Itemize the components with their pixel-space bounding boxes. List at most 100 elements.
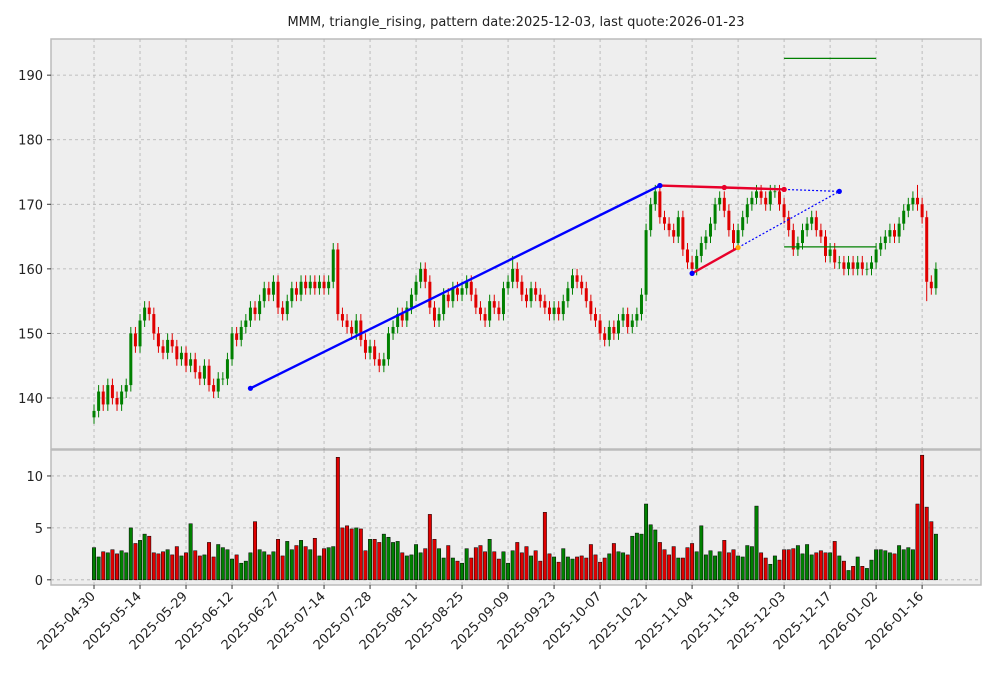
candle-body xyxy=(400,314,404,321)
candle-body xyxy=(796,243,800,250)
volume-bar xyxy=(92,547,96,581)
volume-bar xyxy=(266,554,271,581)
candle-body xyxy=(750,197,754,205)
candle-body xyxy=(437,314,441,321)
candle-body xyxy=(239,326,243,340)
candle-body xyxy=(419,268,423,282)
candle-body xyxy=(672,230,676,237)
volume-bar xyxy=(533,550,538,581)
volume-bar xyxy=(165,549,170,581)
candle-body xyxy=(529,288,533,302)
candle-body xyxy=(883,236,887,244)
volume-bar xyxy=(699,525,704,581)
volume-bar xyxy=(220,547,225,581)
volume-bar xyxy=(538,560,543,581)
volume-bar xyxy=(708,550,713,581)
volume-bar xyxy=(782,549,787,581)
candle-body xyxy=(920,204,924,218)
volume-bar xyxy=(506,562,511,581)
candle-body xyxy=(308,281,312,289)
volume-bar xyxy=(809,554,814,581)
volume-bar xyxy=(225,549,230,581)
volume-bar xyxy=(616,551,621,581)
volume-bar xyxy=(317,555,322,581)
candle-body xyxy=(345,320,349,327)
volume-bar xyxy=(671,546,676,581)
candle-body xyxy=(101,391,105,405)
volume-bar xyxy=(354,527,359,581)
candle-body xyxy=(603,333,607,340)
candle-body xyxy=(469,281,473,295)
volume-bar xyxy=(381,533,386,581)
candle-body xyxy=(759,191,763,198)
candle-body xyxy=(336,249,340,315)
candle-body xyxy=(584,288,588,302)
candle-body xyxy=(179,352,183,360)
volume-bar xyxy=(800,553,805,581)
candle-body xyxy=(814,217,818,231)
candle-body xyxy=(630,320,634,327)
candle-body xyxy=(676,217,680,237)
candle-body xyxy=(428,281,432,308)
volume-bar xyxy=(179,555,184,581)
volume-bar xyxy=(611,543,616,581)
volume-bar xyxy=(239,562,244,581)
y-tick-label: 160 xyxy=(18,263,43,278)
volume-bar xyxy=(529,555,534,581)
volume-bar xyxy=(207,542,211,581)
volume-bar xyxy=(607,553,612,581)
volume-bar xyxy=(547,553,552,581)
volume-bar xyxy=(478,545,483,581)
volume-bar xyxy=(832,541,837,581)
volume-bar xyxy=(303,546,308,581)
candle-body xyxy=(465,281,469,289)
candle-body xyxy=(888,230,892,237)
candle-body xyxy=(474,294,478,308)
candle-body xyxy=(566,288,570,302)
candle-body xyxy=(442,294,446,315)
candle-body xyxy=(534,288,538,295)
volume-bar xyxy=(722,540,727,581)
candle-body xyxy=(777,191,781,205)
volume-bar xyxy=(625,554,630,581)
volume-bar xyxy=(496,558,501,581)
volume-bar xyxy=(243,560,248,581)
candle-body xyxy=(184,352,188,366)
volume-bar xyxy=(128,527,133,581)
volume-bar xyxy=(331,546,336,581)
candle-body xyxy=(115,397,119,405)
candle-body xyxy=(847,262,851,269)
candle-body xyxy=(216,378,220,392)
y-tick-label: 140 xyxy=(18,392,43,407)
volume-bar xyxy=(805,544,810,581)
volume-bar xyxy=(483,551,488,581)
volume-bar xyxy=(492,551,497,581)
candle-body xyxy=(106,385,110,405)
candle-body xyxy=(649,204,653,231)
candle-body xyxy=(828,249,832,256)
candle-body xyxy=(230,333,234,360)
volume-bar xyxy=(713,555,718,581)
volume-bar xyxy=(823,552,828,581)
volume-bar xyxy=(579,555,584,581)
candle-body xyxy=(722,197,726,211)
volume-bar xyxy=(345,525,349,581)
candle-body xyxy=(768,191,772,205)
volume-bar xyxy=(234,554,239,581)
candle-body xyxy=(244,320,248,327)
candle-body xyxy=(258,301,262,315)
candle-body xyxy=(276,281,280,308)
volume-bar xyxy=(156,553,161,581)
volume-bar xyxy=(519,552,524,581)
volume-bar xyxy=(308,549,313,581)
y-tick-label: 150 xyxy=(18,327,43,342)
pattern-line xyxy=(784,188,840,192)
volume-bar xyxy=(694,551,699,581)
candle-body xyxy=(152,314,156,334)
candle-body xyxy=(805,223,809,231)
volume-bar xyxy=(115,553,119,581)
candle-body xyxy=(658,191,662,218)
candle-body xyxy=(405,307,409,321)
candle-body xyxy=(340,314,344,321)
candle-body xyxy=(727,210,731,231)
